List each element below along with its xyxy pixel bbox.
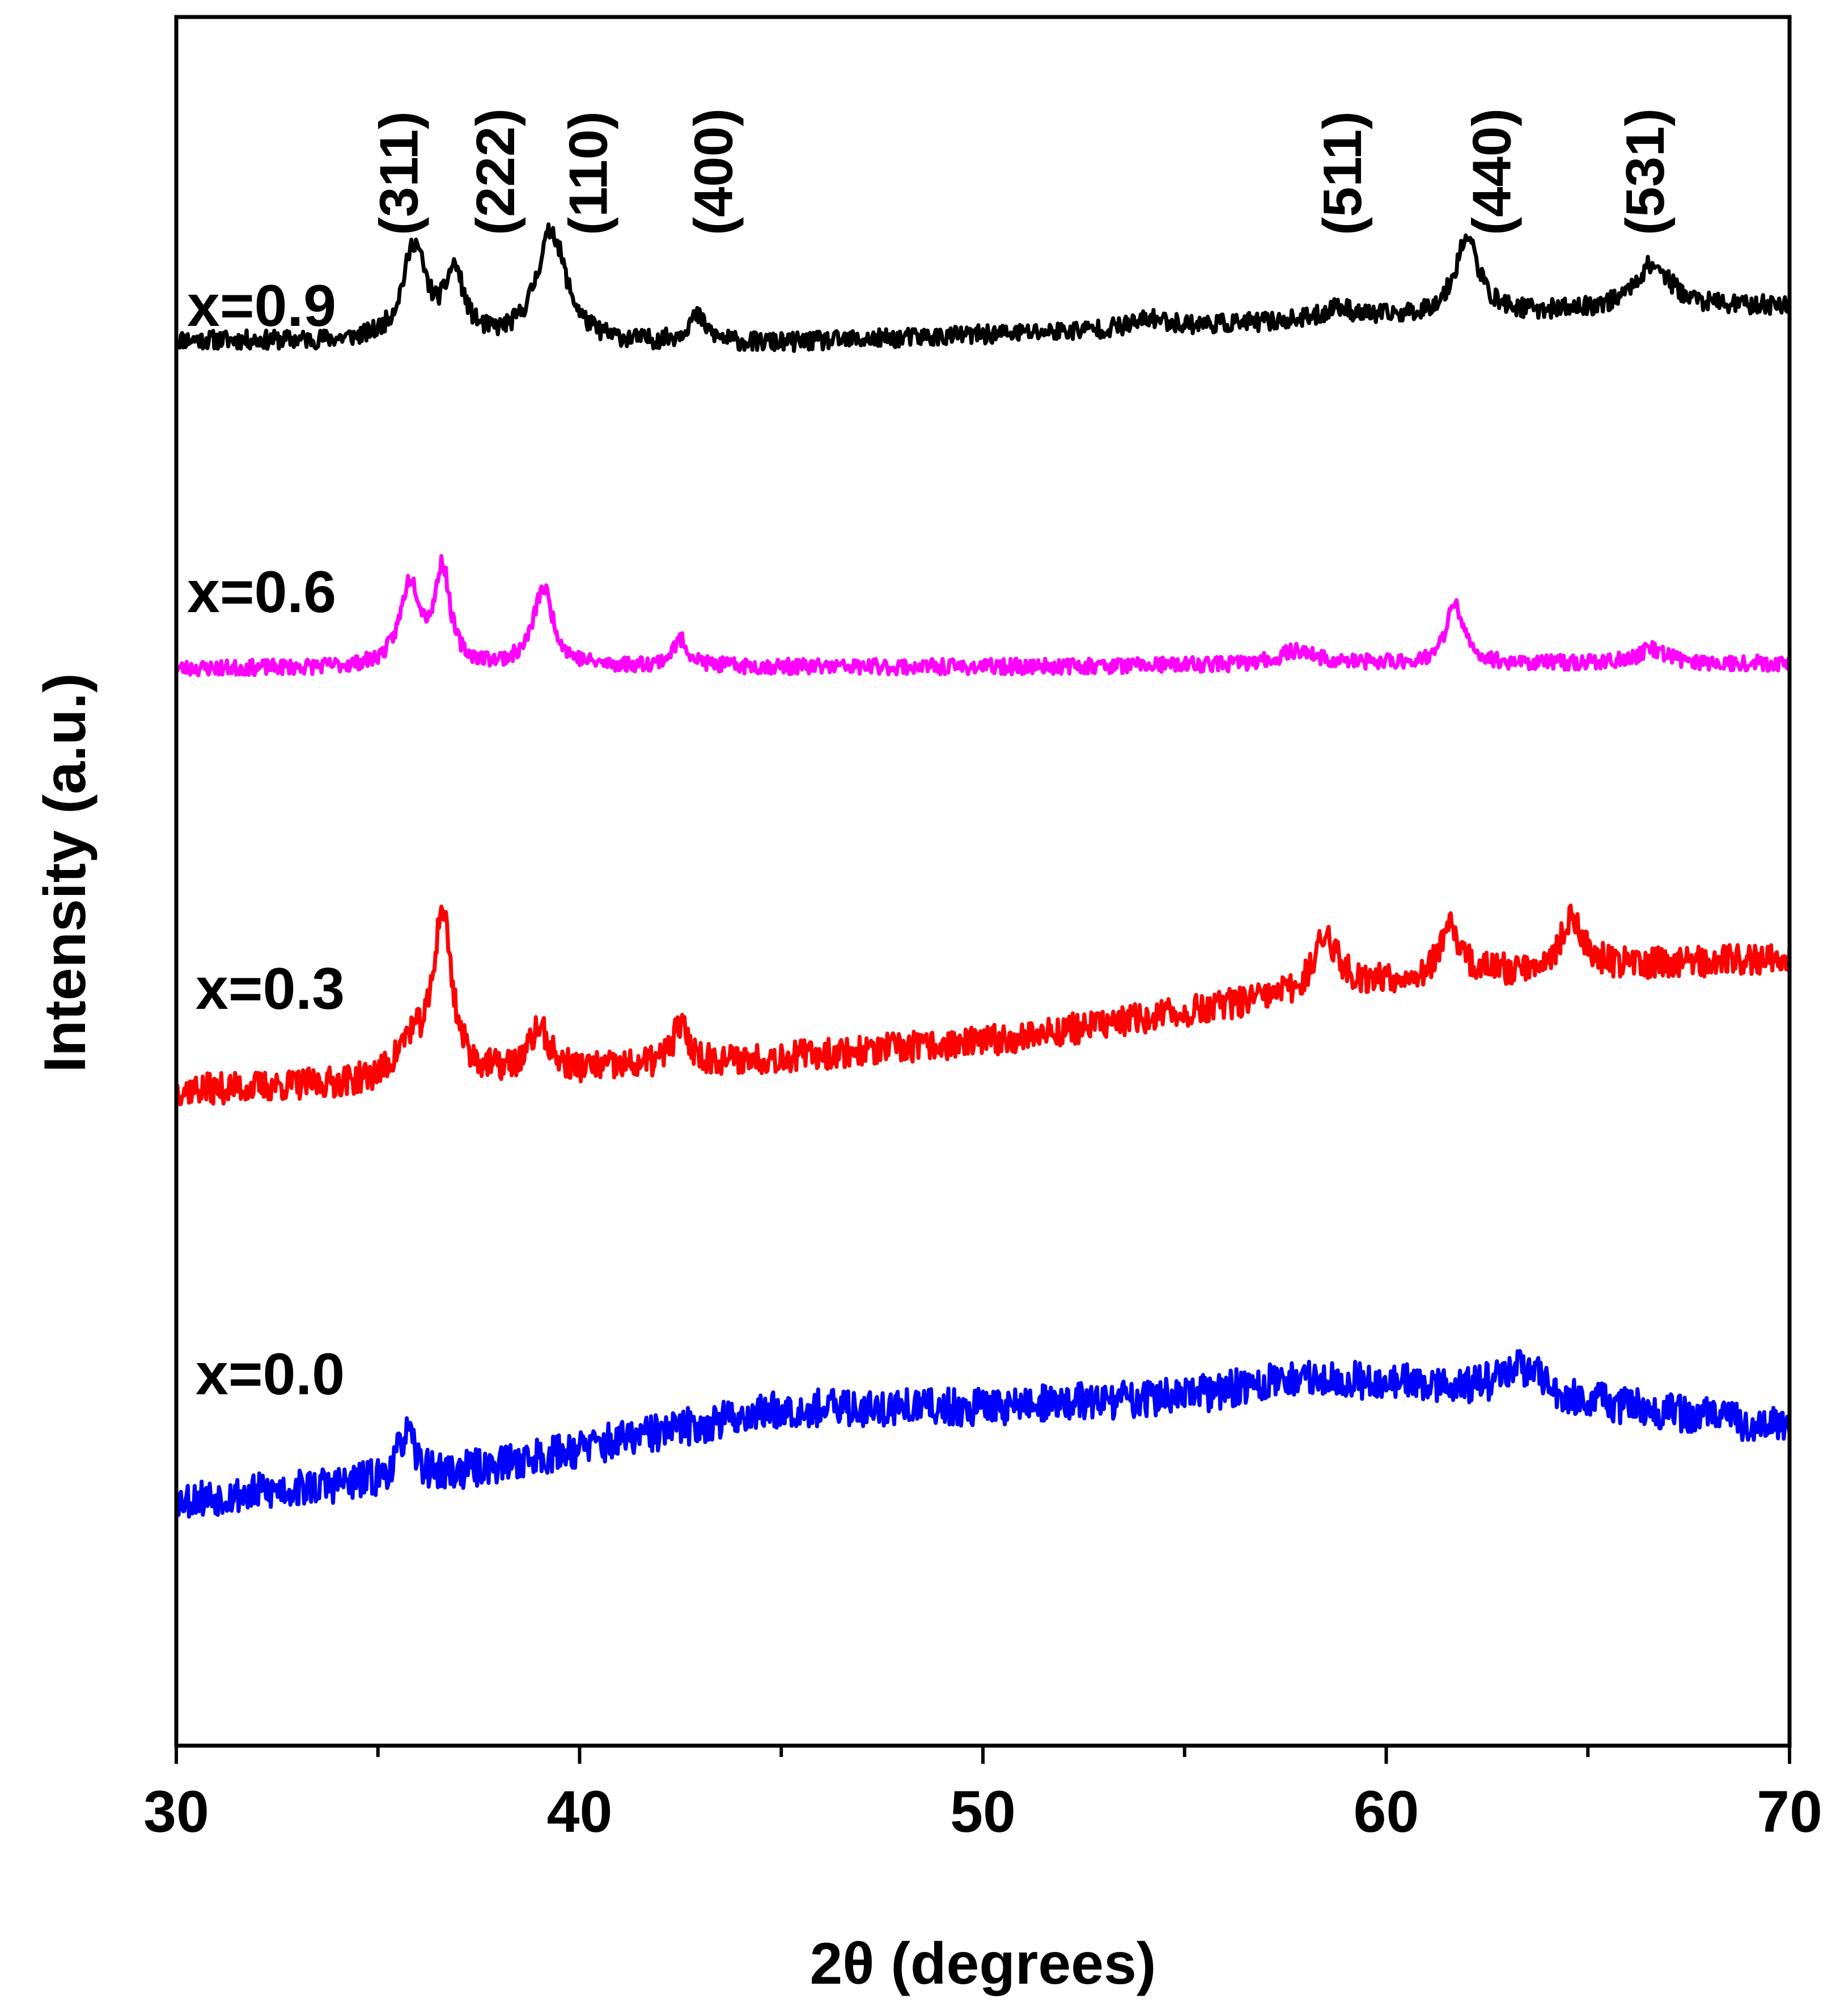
peak-label: (400) [683, 108, 744, 235]
series-label: x=0.0 [196, 1342, 345, 1407]
x-tick-label: 40 [547, 1779, 613, 1845]
series-line-1 [175, 554, 1792, 677]
peak-label: (531) [1615, 108, 1676, 235]
peak-label: (511) [1312, 111, 1373, 235]
x-axis-label: 2θ (degrees) [809, 1931, 1156, 1997]
x-tick-label: 30 [143, 1779, 209, 1845]
peak-label: (440) [1462, 108, 1523, 235]
series-line-3 [174, 1349, 1792, 1519]
series-label: x=0.3 [196, 956, 345, 1022]
y-axis-label: Intensity (a.u.) [32, 673, 98, 1073]
series-label: x=0.6 [187, 559, 336, 625]
series-group [174, 222, 1792, 1519]
x-tick-label: 50 [950, 1779, 1016, 1845]
peak-label: (110) [558, 111, 619, 235]
peak-label: (222) [465, 108, 526, 235]
x-tick-label: 70 [1757, 1779, 1822, 1845]
peak-label: (311) [368, 111, 429, 235]
x-tick-label: 60 [1354, 1779, 1419, 1845]
peak-label-group: (311) (222) (110) (400) (511) (440) (531) [368, 108, 1676, 235]
series-label: x=0.9 [187, 273, 336, 339]
x-axis-ticks: 30 40 50 60 70 [143, 1746, 1822, 1845]
series-label-group: x=0.9 x=0.6 x=0.3 x=0.0 [187, 273, 345, 1407]
series-line-0 [175, 222, 1792, 353]
series-line-2 [174, 903, 1792, 1106]
